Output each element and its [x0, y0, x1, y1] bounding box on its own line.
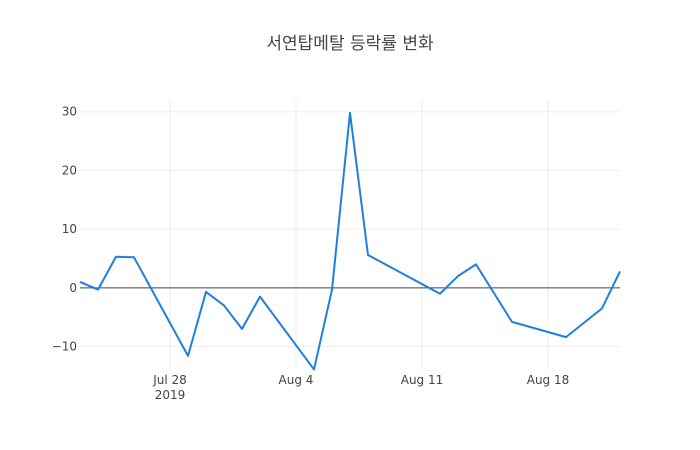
y-tick-label: 30 [62, 105, 77, 119]
series-layer [79, 111, 621, 371]
x-tick-label: Jul 28 [152, 373, 187, 387]
x-tick-year-label: 2019 [155, 388, 186, 402]
series-line [79, 111, 621, 371]
gridlines [80, 100, 620, 370]
y-tick-label: 10 [62, 222, 77, 236]
chart-title: 서연탑메탈 등락률 변화 [266, 34, 434, 54]
y-tick-label: 0 [69, 281, 77, 295]
x-tick-label: Aug 4 [279, 373, 314, 387]
y-tick-label: −10 [52, 340, 77, 354]
x-tick-label: Aug 18 [527, 373, 570, 387]
y-tick-label: 20 [62, 163, 77, 177]
x-tick-label: Aug 11 [401, 373, 444, 387]
